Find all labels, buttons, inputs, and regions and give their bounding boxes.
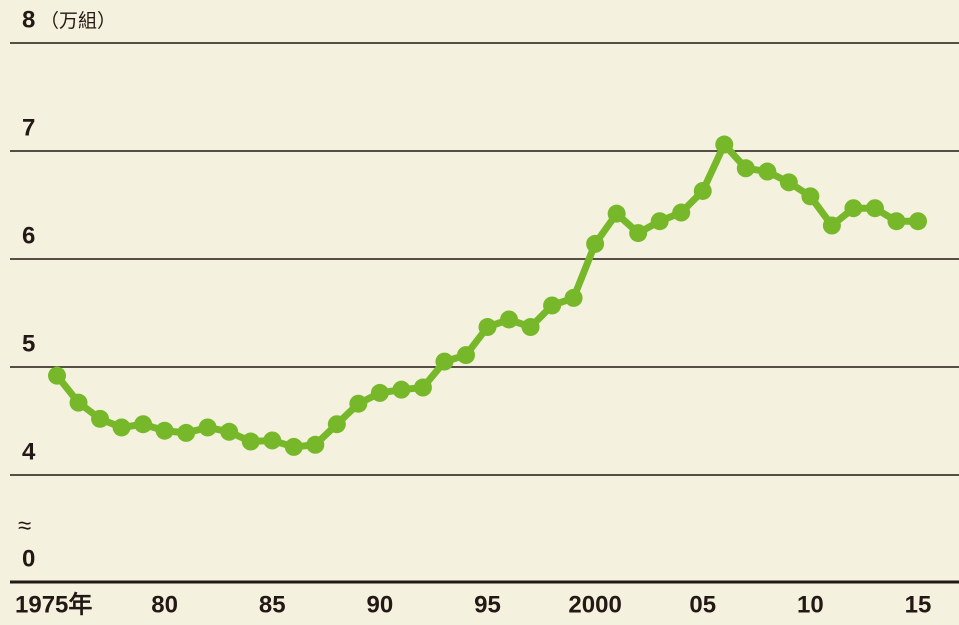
x-tick-label: 10 [797,591,824,618]
point [263,431,282,450]
point [155,421,174,440]
point [543,296,562,315]
point [865,199,884,218]
point [887,212,906,231]
x-tick-label: 95 [474,591,501,618]
point [177,423,196,442]
x-tick-label: 2000 [568,591,621,618]
point [69,393,88,412]
point [650,212,669,231]
axis-break: ≈ [18,512,31,539]
y-tick-label: 7 [22,114,35,141]
point [435,352,454,371]
x-tick-label: 85 [259,591,286,618]
point [91,409,110,428]
point [241,432,260,451]
point [392,380,411,399]
y-tick-label: 8 [22,6,35,33]
point [48,366,66,385]
y-tick-label: 0 [22,545,35,572]
point [758,162,777,181]
point [112,418,131,437]
point [844,199,863,218]
point [909,212,927,231]
point [306,435,325,454]
point [715,135,734,154]
y-tick-label: 4 [22,438,36,465]
point [370,383,389,402]
point [629,224,648,243]
point [521,318,540,337]
point [413,378,432,397]
point [801,187,820,206]
x-tick-label: 1975年 [15,590,92,618]
point [478,318,497,337]
x-tick-label: 05 [689,591,716,618]
point [779,173,798,192]
point [198,418,217,437]
point [672,203,691,222]
y-tick-label: 5 [22,330,35,357]
x-tick-label: 15 [905,591,932,618]
point [327,415,346,434]
point [456,346,475,365]
x-tick-label: 90 [367,591,394,618]
point [736,159,755,178]
point [607,204,626,223]
x-tick-label: 80 [151,591,178,618]
point [564,288,583,307]
point [134,415,153,434]
y-unit: （万組） [40,10,116,32]
point [500,310,519,329]
point [693,181,712,200]
point [284,437,303,456]
point [822,216,841,235]
point [349,394,368,413]
y-tick-label: 6 [22,222,35,249]
point [586,234,605,253]
point [220,422,239,441]
